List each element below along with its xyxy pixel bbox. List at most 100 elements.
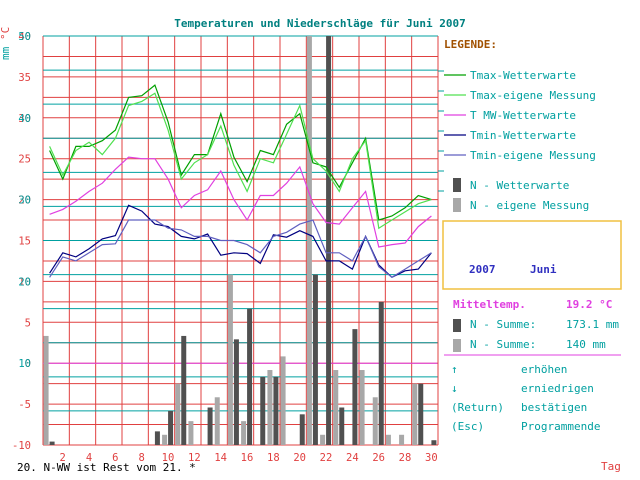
precip-bar [181, 335, 187, 445]
stat-value: 19.2 °C [566, 298, 612, 311]
period-box [442, 220, 622, 290]
legend-label: Tmin-eigene Messung [470, 149, 596, 162]
stats-panel: Mitteltemp. 19.2 °C N - Summe: 173.1 mm N - … [444, 298, 621, 356]
precip-bar [385, 434, 391, 445]
y-tick-mm: 50 [18, 31, 31, 43]
key-action: Programmende [521, 420, 600, 433]
x-tick: 12 [188, 452, 201, 464]
chart-title: Temperaturen und Niederschläge für Juni … [174, 17, 465, 30]
y-tick-temp: 30 [18, 113, 31, 125]
temperature-lines [49, 84, 432, 279]
precip-bar [241, 421, 247, 445]
precip-bar [418, 383, 424, 445]
precip-bar [359, 370, 365, 445]
y-tick-temp: 10 [18, 276, 31, 288]
x-tick: 30 [425, 452, 438, 464]
period-month: Juni [530, 263, 557, 276]
x-tick: 2 [60, 452, 66, 464]
x-tick: 6 [112, 452, 118, 464]
precip-bar [207, 407, 213, 445]
legend-label: Tmax-Wetterwarte [470, 69, 576, 82]
precip-bar [280, 356, 286, 445]
key-name: ↑ [451, 363, 458, 376]
x-tick: 28 [399, 452, 412, 464]
stat-label: N - Summe: [470, 318, 536, 331]
stat-value: 140 mm [566, 338, 606, 351]
x-axis-label: Tag [601, 460, 621, 473]
precip-bar [162, 434, 168, 445]
y-tick-temp: 0 [25, 358, 31, 370]
stat-label: Mitteltemp. [453, 298, 526, 311]
precip-bar [378, 301, 384, 445]
precip-bar [431, 440, 437, 445]
key-action: erhöhen [521, 363, 567, 376]
stat-swatch [453, 319, 461, 332]
unit-celsius: °C [0, 27, 12, 40]
precip-bar [320, 434, 326, 445]
y-tick-mm: 40 [18, 113, 31, 125]
precip-bars [43, 36, 437, 445]
y-tick-temp: -5 [18, 399, 31, 411]
stat-label: N - Summe: [470, 338, 536, 351]
precip-bar [333, 370, 339, 445]
series-line [49, 156, 432, 248]
unit-mm: mm [0, 46, 12, 60]
stat-swatch [453, 339, 461, 352]
x-tick: 18 [267, 452, 280, 464]
precip-bar [168, 410, 174, 445]
series-line [49, 92, 432, 230]
key-action: erniedrigen [521, 382, 594, 395]
y-tick-temp: -10 [12, 440, 31, 452]
precip-bar [154, 431, 160, 445]
x-tick: 16 [241, 452, 254, 464]
precip-bar [227, 274, 233, 445]
legend-label: N - eigene Messung [470, 199, 589, 212]
precip-bar [175, 383, 181, 445]
key-name: ↓ [451, 382, 458, 395]
precip-bar [339, 407, 345, 445]
chart-grid [42, 35, 444, 446]
precip-bar [188, 421, 194, 445]
precip-bar [49, 441, 55, 445]
precip-bar [267, 370, 273, 445]
y-tick-temp: 5 [25, 317, 31, 329]
y-tick-temp: 40 [18, 31, 31, 43]
x-tick: 20 [293, 452, 306, 464]
x-tick: 24 [346, 452, 359, 464]
legend-label: N - Wetterwarte [470, 179, 569, 192]
precip-bar [399, 434, 405, 445]
legend-swatch [453, 178, 461, 192]
precip-bar [312, 274, 318, 445]
key-action: bestätigen [521, 401, 587, 414]
series-line [49, 219, 432, 279]
y-tick-temp: 25 [18, 154, 31, 166]
precip-bar [233, 339, 239, 445]
precip-bar [43, 335, 49, 445]
series-line [49, 204, 432, 279]
precip-bar [247, 308, 253, 445]
x-tick: 4 [86, 452, 92, 464]
y-tick-temp: 35 [18, 72, 31, 84]
legend: Tmax-Wetterwarte Tmax-eigene Messung T MW-… [444, 69, 596, 212]
precip-bar [214, 397, 220, 445]
y-tick-mm: 10 [18, 358, 31, 370]
y-tick-mm: 30 [18, 195, 31, 207]
precip-bar [352, 329, 358, 445]
precip-bar [260, 376, 266, 445]
legend-label: Tmax-eigene Messung [470, 89, 596, 102]
precip-bar [273, 376, 279, 445]
legend-swatch [453, 198, 461, 212]
precip-bar [372, 397, 378, 445]
key-name: (Esc) [451, 420, 484, 433]
stat-value: 173.1 mm [566, 318, 619, 331]
legend-title: LEGENDE: [444, 38, 497, 51]
x-tick: 8 [139, 452, 145, 464]
precip-bar [299, 414, 305, 445]
precip-bar [326, 36, 332, 445]
x-tick: 22 [320, 452, 333, 464]
y-tick-mm: 20 [18, 276, 31, 288]
x-tick: 26 [372, 452, 385, 464]
precip-bar [412, 383, 418, 445]
